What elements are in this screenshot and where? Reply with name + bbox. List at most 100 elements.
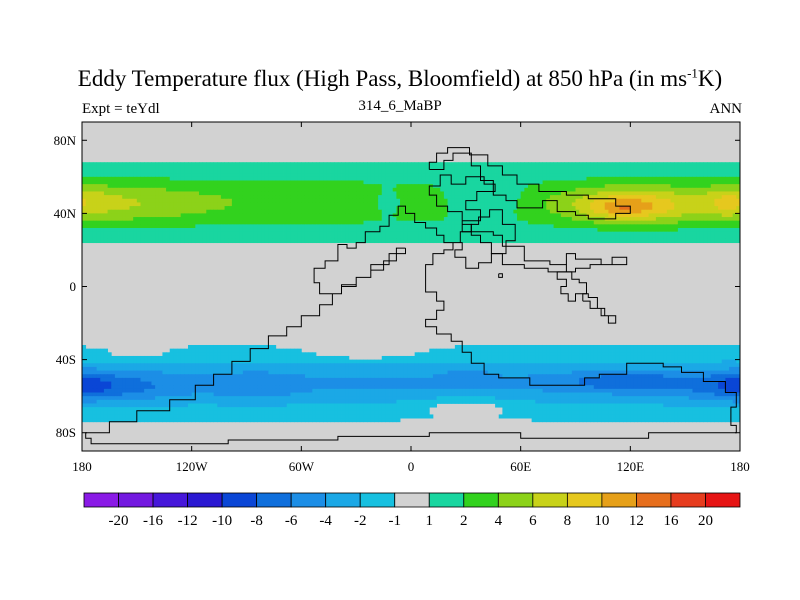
field-cell xyxy=(330,217,335,222)
field-cell xyxy=(103,209,108,214)
field-cell xyxy=(177,213,182,218)
field-cell xyxy=(82,206,87,211)
field-cell xyxy=(312,217,317,222)
field-cell xyxy=(389,198,394,203)
field-cell xyxy=(506,184,511,189)
field-cell xyxy=(623,162,628,167)
field-cell xyxy=(151,162,156,167)
field-cell xyxy=(224,355,229,361)
field-cell xyxy=(144,231,149,236)
field-cell xyxy=(96,206,101,211)
field-cell xyxy=(655,173,660,178)
field-cell xyxy=(476,355,481,361)
field-cell xyxy=(315,184,321,189)
field-cell xyxy=(177,220,182,225)
field-cell xyxy=(721,238,726,244)
field-cell xyxy=(619,202,624,207)
field-cell xyxy=(250,231,255,236)
field-cell xyxy=(370,195,375,200)
field-cell xyxy=(326,355,331,361)
field-cell xyxy=(633,180,639,185)
field-cell xyxy=(261,344,266,350)
field-cell xyxy=(688,173,693,178)
field-cell xyxy=(155,202,160,207)
field-cell xyxy=(524,344,529,350)
field-cell xyxy=(89,173,94,178)
field-cell xyxy=(184,176,189,181)
field-cell xyxy=(352,213,357,218)
field-cell xyxy=(418,165,423,170)
field-cell xyxy=(334,366,339,371)
field-cell xyxy=(498,224,503,229)
field-cell xyxy=(502,363,507,368)
field-cell xyxy=(272,359,277,364)
field-cell xyxy=(517,162,522,167)
field-cell xyxy=(535,173,540,178)
field-cell xyxy=(213,235,218,240)
field-cell xyxy=(484,187,489,192)
field-cell xyxy=(345,363,350,368)
field-cell xyxy=(246,228,251,233)
field-cell xyxy=(575,206,580,211)
field-cell xyxy=(502,235,507,240)
field-cell xyxy=(666,220,671,225)
field-cell xyxy=(476,228,481,233)
field-cell xyxy=(264,176,269,181)
field-cell xyxy=(206,352,211,357)
field-cell xyxy=(641,217,646,222)
field-cell xyxy=(465,180,470,185)
field-cell xyxy=(242,235,247,240)
field-cell xyxy=(714,224,719,229)
field-cell xyxy=(655,209,660,214)
field-cell xyxy=(162,238,167,244)
field-cell xyxy=(96,363,101,368)
field-cell xyxy=(579,169,584,174)
field-cell xyxy=(250,348,255,353)
field-cell xyxy=(729,235,734,240)
field-cell xyxy=(648,228,653,233)
field-cell xyxy=(517,220,522,225)
field-cell xyxy=(330,206,335,211)
field-cell xyxy=(195,220,200,225)
field-cell xyxy=(725,231,730,236)
field-cell xyxy=(560,180,565,185)
field-cell xyxy=(341,363,346,368)
field-cell xyxy=(301,165,306,170)
field-cell xyxy=(568,187,573,192)
field-cell xyxy=(451,187,456,192)
field-cell xyxy=(688,162,693,167)
field-cell xyxy=(593,191,598,196)
field-cell xyxy=(549,173,554,178)
field-cell xyxy=(400,363,405,368)
field-cell xyxy=(326,359,331,364)
field-cell xyxy=(586,191,591,196)
field-cell xyxy=(619,191,624,196)
field-cell xyxy=(304,235,310,240)
field-cell xyxy=(465,162,470,167)
field-cell xyxy=(315,198,321,203)
field-cell xyxy=(513,176,518,181)
field-cell xyxy=(389,162,394,167)
field-cell xyxy=(586,184,591,189)
field-cell xyxy=(509,359,514,364)
field-cell xyxy=(506,191,511,196)
field-cell xyxy=(575,220,580,225)
field-cell xyxy=(158,169,163,174)
field-cell xyxy=(319,173,324,178)
field-cell xyxy=(129,213,134,218)
field-cell xyxy=(535,231,540,236)
field-cell xyxy=(294,209,299,214)
field-cell xyxy=(133,220,138,225)
field-cell xyxy=(323,165,328,170)
field-cell xyxy=(224,238,229,244)
field-cell xyxy=(89,355,94,361)
field-cell xyxy=(374,191,379,196)
field-cell xyxy=(286,348,291,353)
field-cell xyxy=(191,206,196,211)
field-cell xyxy=(473,352,478,357)
field-cell xyxy=(103,165,108,170)
field-cell xyxy=(557,180,562,185)
field-cell xyxy=(454,348,459,353)
field-cell xyxy=(261,202,266,207)
field-cell xyxy=(312,352,317,357)
